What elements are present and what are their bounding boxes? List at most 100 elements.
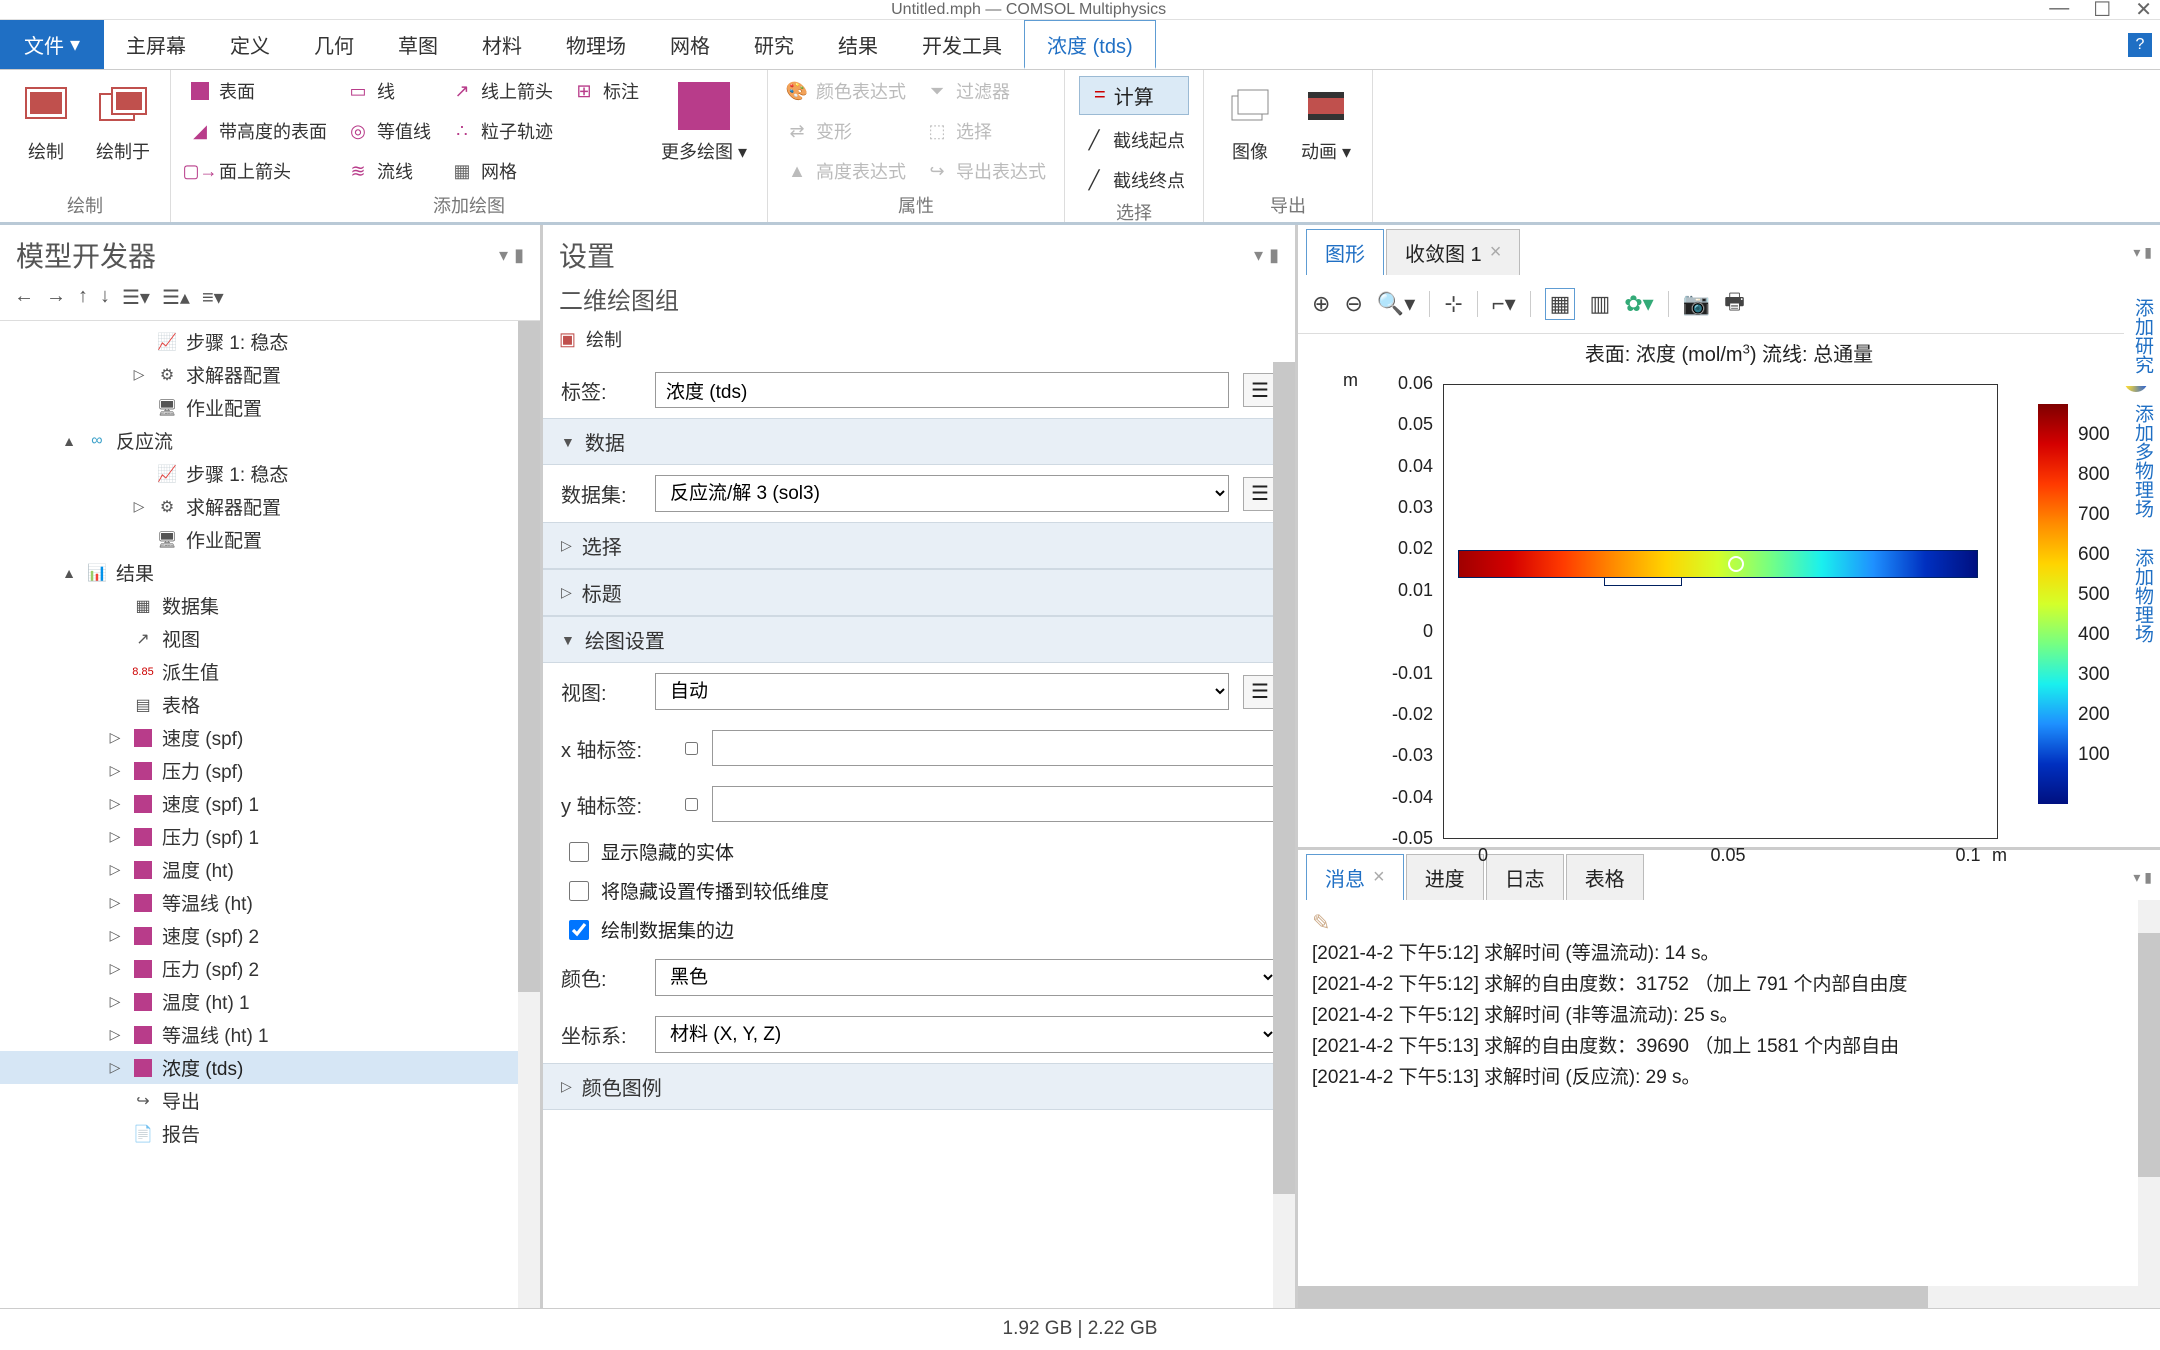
plot-button[interactable]: 绘制 — [14, 76, 78, 168]
section-title[interactable]: ▷标题 — [543, 569, 1295, 616]
tree-item[interactable]: 8.85派生值 — [0, 655, 540, 688]
menu-tab-3[interactable]: 草图 — [376, 20, 460, 69]
line-start-btn[interactable]: ╱截线起点 — [1079, 125, 1189, 155]
tree-item[interactable]: ▷等温线 (ht) — [0, 886, 540, 919]
panel-menu-icon[interactable]: ▾ — [2133, 244, 2140, 261]
menu-tab-9[interactable]: 开发工具 — [900, 20, 1024, 69]
tree-item[interactable]: 📈步骤 1: 稳态 — [0, 457, 540, 490]
annotation-btn[interactable]: ⊞标注 — [569, 76, 643, 106]
xy-icon[interactable]: ⊹ — [1444, 291, 1462, 317]
contour-btn[interactable]: ◎等值线 — [343, 116, 435, 146]
tree-arrow-icon[interactable]: ▲ — [60, 433, 78, 449]
expand-icon[interactable]: ☰▴ — [162, 285, 190, 310]
tree-item[interactable]: ↪导出 — [0, 1084, 540, 1117]
color-select[interactable]: 黑色 — [655, 959, 1277, 996]
dataset-select[interactable]: 反应流/解 3 (sol3) — [655, 475, 1229, 512]
reset-icon[interactable]: ✿▾ — [1624, 291, 1653, 317]
tab-convergence[interactable]: 收敛图 1× — [1386, 229, 1520, 275]
menu-tab-0[interactable]: 主屏幕 — [104, 20, 208, 69]
list-icon[interactable]: ≡▾ — [202, 285, 224, 310]
model-tree[interactable]: 📈步骤 1: 稳态▷⚙求解器配置🖥作业配置▲∞反应流📈步骤 1: 稳态▷⚙求解器… — [0, 321, 540, 1308]
tree-arrow-icon[interactable]: ▷ — [106, 729, 124, 746]
maximize-icon[interactable]: ☐ — [2093, 0, 2111, 22]
line-end-btn[interactable]: ╱截线终点 — [1079, 165, 1189, 195]
menu-tab-5[interactable]: 物理场 — [544, 20, 648, 69]
tree-arrow-icon[interactable]: ▷ — [106, 795, 124, 812]
panel-menu-icon[interactable]: ▾ — [499, 245, 508, 266]
xaxis-check[interactable] — [685, 742, 698, 755]
menu-tab-4[interactable]: 材料 — [460, 20, 544, 69]
file-menu[interactable]: 文件▾ — [0, 20, 104, 69]
tree-arrow-icon[interactable]: ▷ — [106, 1059, 124, 1076]
tab-messages[interactable]: 消息 × — [1306, 854, 1404, 900]
section-plotset[interactable]: ▼绘图设置 — [543, 616, 1295, 663]
close-icon[interactable]: ✕ — [2135, 0, 2152, 22]
tree-item[interactable]: ▷等温线 (ht) 1 — [0, 1018, 540, 1051]
down-icon[interactable]: ↓ — [100, 285, 110, 310]
tree-item[interactable]: ▷速度 (spf) 1 — [0, 787, 540, 820]
plot-canvas[interactable]: 表面: 浓度 (mol/m3) 流线: 总通量 0.060.050.040.03… — [1298, 334, 2160, 847]
tree-arrow-icon[interactable]: ▷ — [106, 861, 124, 878]
dataset-go-button[interactable]: ☰ — [1243, 477, 1277, 511]
anim-export-button[interactable]: 动画 ▾ — [1294, 76, 1358, 168]
section-select[interactable]: ▷选择 — [543, 522, 1295, 569]
back-icon[interactable]: ← — [14, 285, 34, 310]
tree-arrow-icon[interactable]: ▷ — [106, 960, 124, 977]
compute-button[interactable]: =计算 — [1079, 76, 1189, 115]
zoom-out-icon[interactable]: ⊖ — [1344, 291, 1362, 317]
image-export-button[interactable]: 图像 — [1218, 76, 1282, 168]
yaxis-input[interactable] — [712, 786, 1277, 822]
xaxis-input[interactable] — [712, 730, 1277, 766]
menu-tab-6[interactable]: 网格 — [648, 20, 732, 69]
pin-icon[interactable]: ▮ — [2144, 869, 2152, 886]
tree-item[interactable]: 📄报告 — [0, 1117, 540, 1150]
tree-item[interactable]: ▲∞反应流 — [0, 424, 540, 457]
coord-select[interactable]: 材料 (X, Y, Z) — [655, 1016, 1277, 1053]
help-button[interactable]: ? — [2128, 33, 2152, 57]
panel-menu-icon[interactable]: ▾ — [1254, 245, 1263, 266]
line-btn[interactable]: ▭线 — [343, 76, 435, 106]
close-tab-icon[interactable]: × — [1490, 241, 1502, 264]
menu-tab-1[interactable]: 定义 — [208, 20, 292, 69]
tree-item[interactable]: ▷压力 (spf) 2 — [0, 952, 540, 985]
tree-item[interactable]: ▷温度 (ht) 1 — [0, 985, 540, 1018]
tree-item[interactable]: ▷⚙求解器配置 — [0, 358, 540, 391]
forward-icon[interactable]: → — [46, 285, 66, 310]
tree-item[interactable]: ▷浓度 (tds) — [0, 1051, 540, 1084]
surface-height-btn[interactable]: ◢带高度的表面 — [185, 116, 331, 146]
tree-arrow-icon[interactable]: ▲ — [60, 565, 78, 581]
menu-tab-2[interactable]: 几何 — [292, 20, 376, 69]
plot-action[interactable]: 绘制 — [586, 326, 622, 352]
minimize-icon[interactable]: — — [2049, 0, 2069, 22]
view-go-button[interactable]: ☰ — [1243, 675, 1277, 709]
tree-item[interactable]: ▷速度 (spf) — [0, 721, 540, 754]
plot-at-button[interactable]: 绘制于 — [90, 76, 156, 168]
tree-item[interactable]: ▲📊结果 — [0, 556, 540, 589]
print-icon[interactable]: 🖶 — [1724, 285, 1745, 323]
grid-icon[interactable]: ▥ — [1589, 291, 1610, 317]
label-input[interactable] — [655, 372, 1229, 408]
tree-arrow-icon[interactable]: ▷ — [106, 894, 124, 911]
view-select[interactable]: 自动 — [655, 673, 1229, 710]
tree-item[interactable]: ▷⚙求解器配置 — [0, 490, 540, 523]
side-tab-add-physics[interactable]: 添加物理场 — [2124, 536, 2160, 655]
tree-item[interactable]: ▷温度 (ht) — [0, 853, 540, 886]
tree-arrow-icon[interactable]: ▷ — [106, 927, 124, 944]
menu-tab-7[interactable]: 研究 — [732, 20, 816, 69]
menu-tab-8[interactable]: 结果 — [816, 20, 900, 69]
chk-edges[interactable] — [569, 920, 589, 940]
particle-btn[interactable]: ∴粒子轨迹 — [447, 116, 557, 146]
tree-item[interactable]: ▦数据集 — [0, 589, 540, 622]
arrow-line-btn[interactable]: ↗线上箭头 — [447, 76, 557, 106]
yaxis-check[interactable] — [685, 798, 698, 811]
zoom-extents-icon[interactable]: ⊕ — [1312, 291, 1330, 317]
scene-light-icon[interactable]: ▦ — [1545, 288, 1576, 320]
arrow-surface-btn[interactable]: ▢→面上箭头 — [185, 156, 331, 186]
tab-table[interactable]: 表格 — [1566, 854, 1644, 900]
surface-btn[interactable]: 表面 — [185, 76, 331, 106]
streamline-btn[interactable]: ≋流线 — [343, 156, 435, 186]
pin-icon[interactable]: ▮ — [2144, 244, 2152, 261]
section-colorleg[interactable]: ▷颜色图例 — [543, 1063, 1295, 1110]
close-tab-icon[interactable]: × — [1373, 866, 1385, 889]
chk-propagate[interactable] — [569, 881, 589, 901]
